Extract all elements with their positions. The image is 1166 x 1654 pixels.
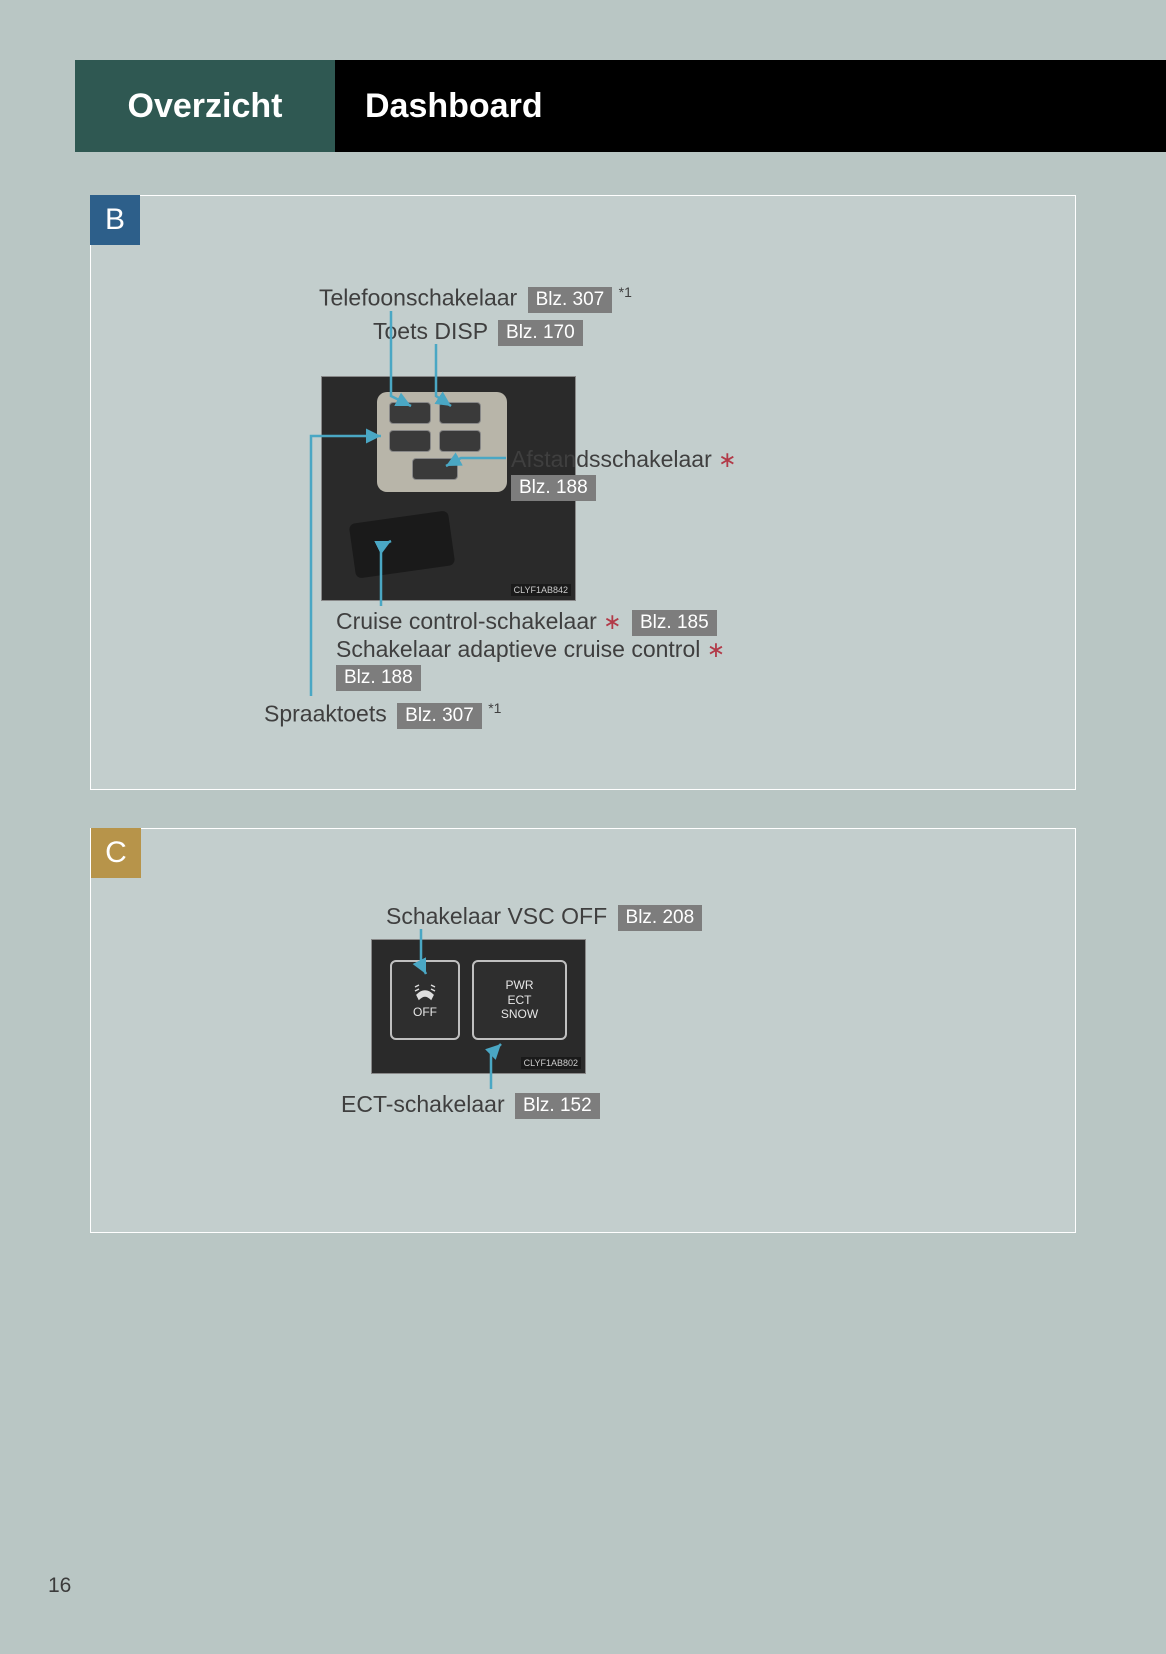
label-cruise: Cruise control-schakelaar ∗ Blz. 185 (336, 608, 717, 636)
page-header: Overzicht Dashboard (75, 60, 1166, 152)
ect-button-mock: PWR ECT SNOW (472, 960, 567, 1040)
header-dashboard: Dashboard (335, 60, 1166, 152)
panel-c: C OFF PWR ECT SNOW CLYF1AB802 Schakelaar… (90, 828, 1076, 1233)
panel-b: B CLYF1AB842 Telefoonschakelaar Blz. 307… (90, 195, 1076, 790)
label-afstandsschakelaar: Afstandsschakelaar ∗ Blz. 188 (511, 446, 737, 501)
label-toets-disp: Toets DISP Blz. 170 (373, 318, 583, 346)
page-ref: Blz. 170 (498, 320, 583, 346)
page-ref: Blz. 307 (528, 287, 613, 313)
page-ref: Blz. 208 (618, 905, 703, 931)
label-adaptieve: Schakelaar adaptieve cruise control ∗ Bl… (336, 636, 725, 691)
label-telefoonschakelaar: Telefoonschakelaar Blz. 307 *1 (319, 284, 632, 313)
header-overzicht: Overzicht (75, 60, 335, 152)
image-tag-c: CLYF1AB802 (521, 1057, 581, 1069)
label-spraaktoets: Spraaktoets Blz. 307 *1 (264, 700, 501, 729)
page-ref: Blz. 152 (515, 1093, 600, 1119)
label-ect: ECT-schakelaar Blz. 152 (341, 1091, 600, 1119)
page-ref: Blz. 188 (511, 475, 596, 501)
car-skid-icon (411, 981, 439, 1005)
page-ref: Blz. 188 (336, 665, 421, 691)
page-ref: Blz. 307 (397, 703, 482, 729)
image-tag-b: CLYF1AB842 (511, 584, 571, 596)
label-vsc-off: Schakelaar VSC OFF Blz. 208 (386, 903, 702, 931)
page-ref: Blz. 185 (632, 610, 717, 636)
page-number: 16 (48, 1574, 71, 1598)
vsc-off-button-mock: OFF (390, 960, 460, 1040)
button-panel-image: OFF PWR ECT SNOW CLYF1AB802 (371, 939, 586, 1074)
